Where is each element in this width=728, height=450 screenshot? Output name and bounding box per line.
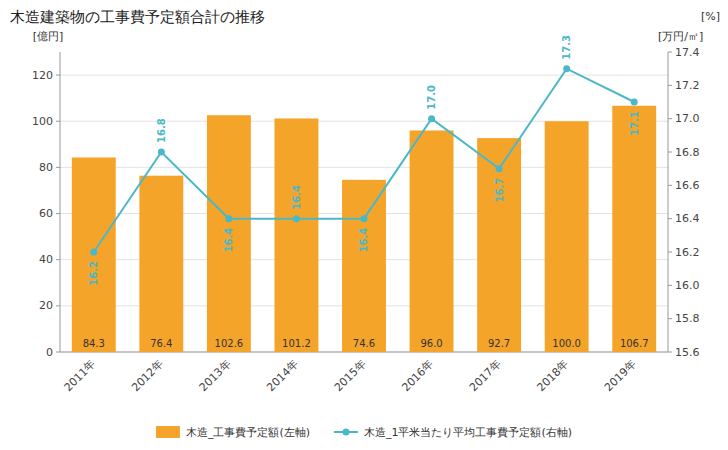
y-tick-label: 80 [39, 161, 53, 174]
y-tick [56, 75, 60, 76]
line-marker [563, 65, 570, 72]
line-marker [631, 99, 638, 106]
line-marker [225, 215, 232, 222]
y2-tick [668, 285, 672, 286]
y2-tick [668, 318, 672, 319]
x-tick-label: 2019年 [602, 357, 639, 394]
y2-tick [668, 218, 672, 219]
grid [60, 75, 668, 352]
line-marker [90, 249, 97, 256]
legend-label: 木造_工事費予定額(左軸) [186, 426, 310, 439]
chart: 0 20 40 60 80 100 120 15.6 15.8 16.0 16.2 16.4 16.6 1… [0, 0, 728, 450]
bar-data-label: 74.6 [353, 338, 375, 349]
y-tick [56, 352, 60, 353]
line-marker [428, 115, 435, 122]
legend-swatch [156, 426, 180, 438]
annotation: [%] [701, 10, 720, 23]
title: 木造建築物の工事費予定額合計の推移 [10, 8, 265, 26]
x-tick-label: 2013年 [197, 357, 234, 394]
background [0, 0, 728, 450]
legend-item: 木造_工事費予定額(左軸) [156, 426, 310, 439]
y-tick [56, 167, 60, 168]
y2-tick-label: 16.8 [675, 146, 700, 159]
x-tick-label: 2014年 [264, 357, 301, 394]
y2-axis-line [668, 52, 669, 352]
legend-label: 木造_1平米当たり平均工事費予定額(右軸) [364, 426, 572, 439]
bar [342, 180, 386, 352]
line-data-label: 16.2 [88, 261, 99, 286]
y-tick-label: 20 [39, 299, 53, 312]
line-data-label: 16.4 [223, 228, 234, 253]
y2-tick-label: 15.6 [675, 346, 700, 359]
y2-tick-label: 16.4 [675, 212, 700, 225]
bar-data-label: 101.2 [282, 338, 311, 349]
bar [477, 138, 521, 352]
x-tick-label: 2015年 [332, 357, 369, 394]
bar-data-label: 100.0 [552, 338, 581, 349]
line-data-label: 16.4 [359, 228, 370, 253]
y2-tick [668, 118, 672, 119]
line-marker [158, 149, 165, 156]
data-labels: 84.3 76.4 102.6 101.2 74.6 96.0 92.7 100.0 106.7… [83, 35, 649, 349]
line-data-label: 16.4 [291, 185, 302, 210]
line-marker [496, 165, 503, 172]
y2-tick-label: 15.8 [675, 312, 700, 325]
legend-marker [343, 429, 350, 436]
y-tick-label: 40 [39, 253, 53, 266]
bar [139, 176, 183, 352]
bar [207, 115, 251, 352]
line-data-label: 17.1 [629, 111, 640, 136]
bar [274, 118, 318, 352]
line-data-label: 17.0 [426, 85, 437, 110]
bar-data-label: 76.4 [150, 338, 172, 349]
bar [612, 106, 656, 352]
y2-axis-label: [万円/㎡] [658, 30, 703, 43]
x-tick-label: 2018年 [534, 357, 571, 394]
y-tick-label: 120 [32, 69, 53, 82]
y-axis-line [60, 52, 61, 352]
bar-data-label: 84.3 [83, 338, 105, 349]
x-tick-label: 2012年 [129, 357, 166, 394]
line-data-label: 17.3 [561, 35, 572, 60]
bar-data-label: 96.0 [420, 338, 442, 349]
y2-tick-label: 17.4 [675, 46, 700, 59]
bar-data-label: 102.6 [215, 338, 244, 349]
line-marker [293, 215, 300, 222]
y-tick [56, 305, 60, 306]
x-tick-label: 2016年 [399, 357, 436, 394]
y-tick-label: 60 [39, 207, 53, 220]
legend-item: 木造_1平米当たり平均工事費予定額(右軸) [334, 426, 572, 439]
bar-data-label: 92.7 [488, 338, 510, 349]
bar [410, 130, 454, 352]
y-tick-label: 0 [46, 346, 53, 359]
x-tick-label: 2011年 [62, 357, 99, 394]
y2-tick-label: 17.0 [675, 112, 700, 125]
y2-tick-label: 17.2 [675, 79, 700, 92]
line [94, 69, 634, 252]
y2-tick [668, 352, 672, 353]
x-tick-label: 2017年 [467, 357, 504, 394]
legend: 木造_工事費予定額(左軸) 木造_1平米当たり平均工事費予定額(右軸) [156, 426, 572, 439]
y2-tick-label: 16.2 [675, 246, 700, 259]
y2-tick [668, 85, 672, 86]
line-data-label: 16.7 [494, 178, 505, 203]
y2-tick [668, 185, 672, 186]
y-tick [56, 121, 60, 122]
y-axis-label: [億円] [33, 30, 64, 43]
marks [72, 65, 656, 352]
bar [72, 157, 116, 352]
y-tick [56, 259, 60, 260]
line-marker [361, 215, 368, 222]
bar-data-label: 106.7 [620, 338, 649, 349]
y-tick [56, 213, 60, 214]
y-tick-label: 100 [32, 115, 53, 128]
y2-tick [668, 52, 672, 53]
y2-tick [668, 152, 672, 153]
bar [545, 121, 589, 352]
y2-tick-label: 16.6 [675, 179, 700, 192]
line-data-label: 16.8 [156, 118, 167, 143]
y2-tick [668, 252, 672, 253]
y2-tick-label: 16.0 [675, 279, 700, 292]
